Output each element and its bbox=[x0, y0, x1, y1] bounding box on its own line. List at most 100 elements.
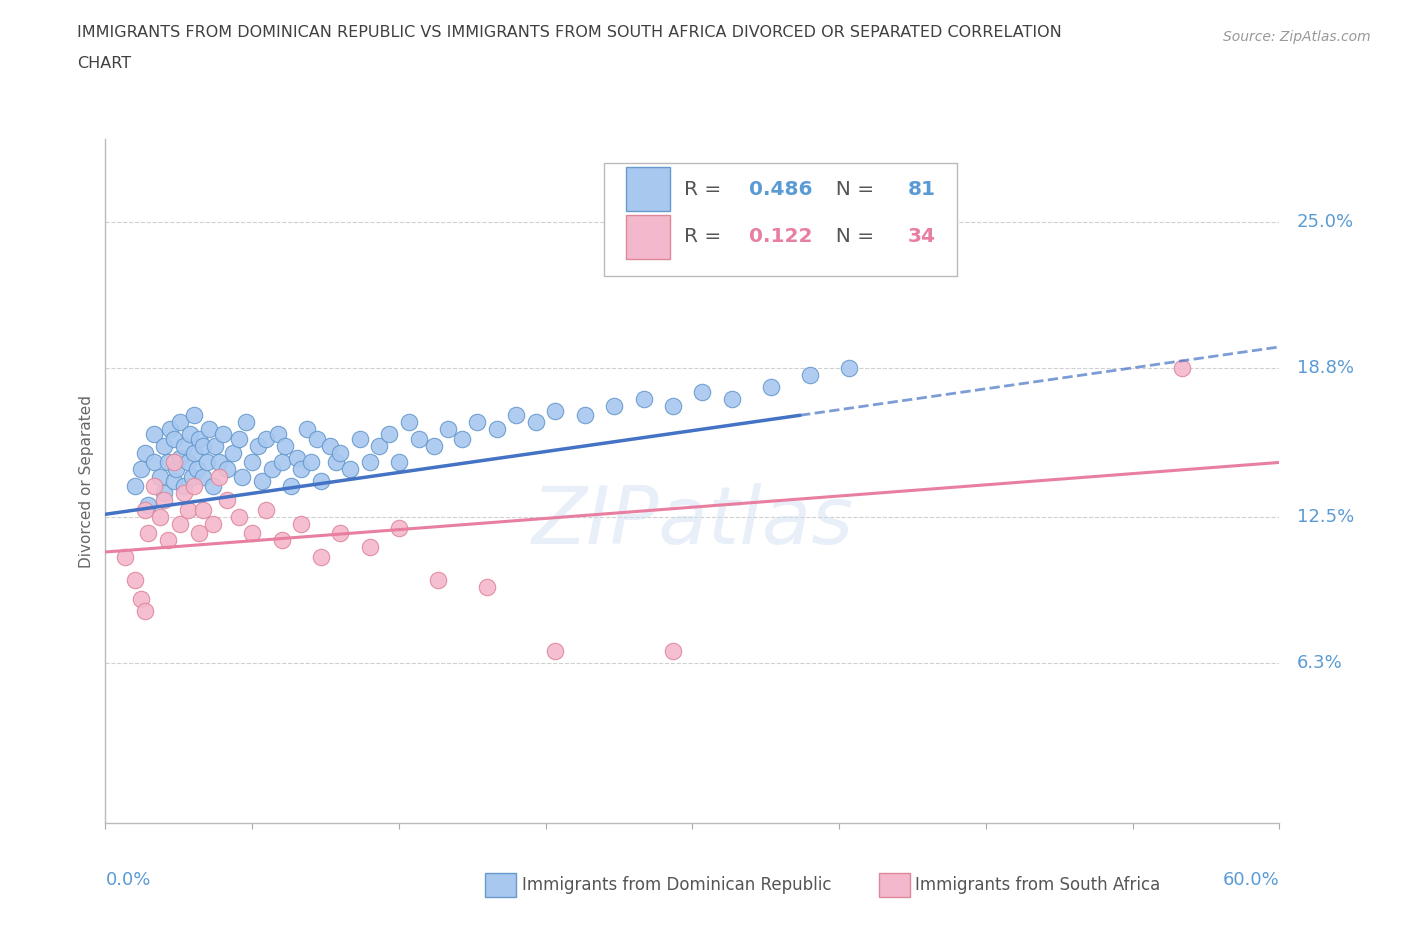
Point bbox=[124, 479, 146, 494]
Point bbox=[544, 403, 567, 418]
Text: 12.5%: 12.5% bbox=[1298, 508, 1354, 525]
Point bbox=[662, 398, 685, 413]
Point bbox=[188, 525, 211, 540]
Point bbox=[270, 455, 292, 470]
Point bbox=[309, 550, 332, 565]
Point bbox=[134, 445, 156, 460]
Point bbox=[153, 485, 176, 500]
Point bbox=[427, 573, 450, 588]
Point bbox=[240, 455, 263, 470]
Text: N =: N = bbox=[823, 179, 880, 199]
FancyBboxPatch shape bbox=[626, 166, 671, 211]
Point bbox=[603, 398, 626, 413]
Point bbox=[388, 521, 411, 536]
Point bbox=[193, 502, 215, 517]
Point bbox=[329, 525, 352, 540]
Point bbox=[280, 479, 302, 494]
Point bbox=[388, 455, 411, 470]
Point bbox=[720, 392, 742, 406]
Point bbox=[143, 455, 166, 470]
Point bbox=[134, 502, 156, 517]
Point bbox=[124, 573, 146, 588]
Point bbox=[759, 379, 782, 394]
Point bbox=[208, 455, 231, 470]
Point bbox=[290, 516, 312, 531]
Point bbox=[247, 438, 270, 453]
Text: 6.3%: 6.3% bbox=[1298, 654, 1343, 671]
Point bbox=[215, 462, 238, 477]
Text: ZIPatlas: ZIPatlas bbox=[531, 484, 853, 562]
Point bbox=[149, 510, 172, 525]
Point bbox=[378, 427, 401, 442]
Point bbox=[163, 432, 186, 446]
Point bbox=[208, 469, 231, 484]
Point bbox=[228, 510, 250, 525]
Point bbox=[485, 422, 508, 437]
Point bbox=[633, 392, 655, 406]
Point bbox=[149, 469, 172, 484]
Point bbox=[254, 502, 277, 517]
Point bbox=[138, 525, 160, 540]
Y-axis label: Divorced or Separated: Divorced or Separated bbox=[79, 394, 94, 568]
Point bbox=[134, 604, 156, 618]
Point bbox=[129, 591, 152, 606]
Point bbox=[198, 422, 221, 437]
Point bbox=[450, 432, 472, 446]
Point bbox=[505, 408, 527, 423]
Point bbox=[544, 644, 567, 658]
Point bbox=[475, 580, 498, 595]
Point bbox=[423, 438, 446, 453]
Point bbox=[290, 462, 312, 477]
Point bbox=[173, 485, 195, 500]
Point bbox=[285, 450, 308, 465]
Point bbox=[157, 533, 180, 548]
Text: 0.0%: 0.0% bbox=[105, 870, 150, 889]
Point bbox=[799, 367, 821, 382]
Point bbox=[260, 462, 283, 477]
Point bbox=[157, 455, 180, 470]
FancyBboxPatch shape bbox=[626, 215, 671, 259]
Point bbox=[143, 479, 166, 494]
Point bbox=[129, 462, 152, 477]
Point bbox=[193, 469, 215, 484]
Text: R =: R = bbox=[685, 228, 728, 246]
Point bbox=[202, 516, 225, 531]
Text: Immigrants from South Africa: Immigrants from South Africa bbox=[915, 876, 1160, 895]
Point bbox=[231, 469, 253, 484]
Point bbox=[180, 469, 202, 484]
Point bbox=[359, 455, 381, 470]
Point bbox=[165, 462, 187, 477]
Point bbox=[250, 473, 273, 489]
Text: 34: 34 bbox=[907, 228, 935, 246]
Point bbox=[274, 438, 297, 453]
Point bbox=[186, 462, 208, 477]
Point bbox=[266, 427, 288, 442]
Point bbox=[240, 525, 263, 540]
Text: 0.486: 0.486 bbox=[749, 179, 813, 199]
Text: Source: ZipAtlas.com: Source: ZipAtlas.com bbox=[1223, 30, 1371, 44]
Point bbox=[254, 432, 277, 446]
Point bbox=[368, 438, 391, 453]
Point bbox=[662, 644, 685, 658]
Point bbox=[159, 422, 181, 437]
Point bbox=[195, 455, 218, 470]
Point bbox=[437, 422, 460, 437]
Point bbox=[204, 438, 226, 453]
Point bbox=[690, 384, 713, 399]
Point bbox=[295, 422, 318, 437]
Point bbox=[173, 479, 195, 494]
Point bbox=[319, 438, 342, 453]
Point bbox=[408, 432, 430, 446]
Point bbox=[183, 479, 205, 494]
Point bbox=[173, 438, 195, 453]
Point bbox=[176, 502, 198, 517]
Text: R =: R = bbox=[685, 179, 728, 199]
Point bbox=[143, 427, 166, 442]
Point bbox=[211, 427, 233, 442]
Point bbox=[202, 479, 225, 494]
Point bbox=[228, 432, 250, 446]
Text: Immigrants from Dominican Republic: Immigrants from Dominican Republic bbox=[522, 876, 831, 895]
Point bbox=[398, 415, 420, 430]
Point bbox=[215, 493, 238, 508]
Point bbox=[339, 462, 361, 477]
